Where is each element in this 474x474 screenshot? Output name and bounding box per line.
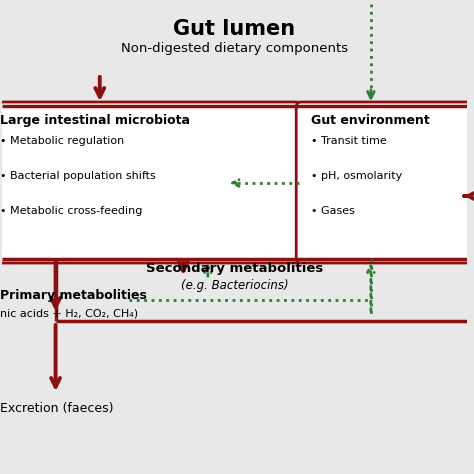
Text: • pH, osmolarity: • pH, osmolarity	[311, 171, 402, 181]
FancyBboxPatch shape	[0, 102, 301, 263]
Text: Excretion (faeces): Excretion (faeces)	[0, 402, 113, 415]
Text: (e.g. Bacteriocins): (e.g. Bacteriocins)	[181, 279, 288, 292]
Text: • Bacterial population shifts: • Bacterial population shifts	[0, 171, 155, 181]
Text: • Gases: • Gases	[311, 206, 355, 216]
Text: • Transit time: • Transit time	[311, 136, 387, 146]
Text: Secondary metabolities: Secondary metabolities	[146, 262, 323, 275]
Text: Gut lumen: Gut lumen	[173, 19, 295, 39]
Text: nic acids + H₂, CO₂, CH₄): nic acids + H₂, CO₂, CH₄)	[0, 309, 138, 319]
Text: Large intestinal microbiota: Large intestinal microbiota	[0, 114, 190, 127]
Text: • Metabolic cross-feeding: • Metabolic cross-feeding	[0, 206, 142, 216]
Text: Primary metabolities: Primary metabolities	[0, 289, 146, 302]
Text: • Metabolic regulation: • Metabolic regulation	[0, 136, 124, 146]
Text: Non-digested dietary components: Non-digested dietary components	[121, 42, 348, 55]
Text: Gut environment: Gut environment	[311, 114, 430, 127]
FancyBboxPatch shape	[296, 102, 474, 263]
